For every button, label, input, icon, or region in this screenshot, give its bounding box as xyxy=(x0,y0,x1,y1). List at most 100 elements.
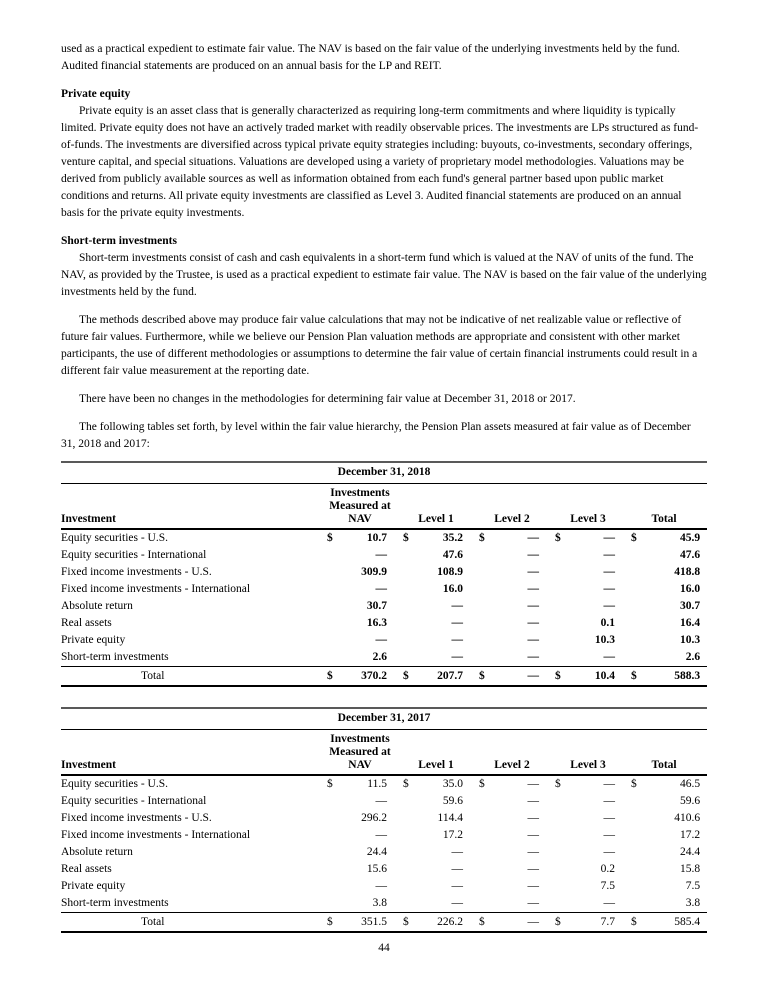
currency-symbol xyxy=(555,793,571,810)
level1-value: — xyxy=(419,895,479,913)
investment-label: Fixed income investments - U.S. xyxy=(61,812,212,824)
level3-value: — xyxy=(571,649,631,667)
column-header-nav: Investments Measured at NAV xyxy=(327,729,403,776)
currency-symbol: $ xyxy=(479,532,485,544)
nav-value: — xyxy=(375,634,388,646)
level2-value: — xyxy=(527,617,540,629)
currency-symbol xyxy=(555,581,571,598)
nav-value: 3.8 xyxy=(343,895,403,913)
currency-symbol xyxy=(555,632,571,649)
level2-value: — xyxy=(527,846,540,858)
currency-symbol: $ xyxy=(555,666,571,687)
total-value: 418.8 xyxy=(674,566,701,578)
table-row: Fixed income investments - International… xyxy=(61,827,707,844)
currency-symbol xyxy=(555,895,571,913)
total-label: Total xyxy=(61,666,327,687)
level3-value: — xyxy=(603,846,616,858)
currency-symbol xyxy=(479,810,495,827)
currency-symbol xyxy=(479,844,495,861)
table-row: Equity securities - International — 47.6… xyxy=(61,547,707,564)
currency-symbol: $ xyxy=(479,666,495,687)
currency-symbol xyxy=(631,581,647,598)
level3-value: — xyxy=(603,549,616,561)
paragraph: Short-term investments consist of cash a… xyxy=(61,252,707,298)
currency-symbol: $ xyxy=(327,778,333,790)
nav-value: 296.2 xyxy=(361,812,387,824)
section-heading-private-equity: Private equity xyxy=(61,88,131,100)
column-header-level2: Level 2 xyxy=(479,729,555,776)
paragraph: The methods described above may produce … xyxy=(61,314,698,377)
level3-value: — xyxy=(571,895,631,913)
currency-symbol: $ xyxy=(555,532,561,544)
currency-symbol xyxy=(403,895,419,913)
total-label: Total xyxy=(61,912,327,933)
nav-value: 15.6 xyxy=(366,863,387,875)
currency-symbol xyxy=(403,615,419,632)
total-value: 2.6 xyxy=(647,649,708,667)
currency-symbol: $ xyxy=(555,912,571,933)
level3-total: 7.7 xyxy=(571,912,631,933)
currency-symbol xyxy=(631,827,647,844)
table-row: Absolute return 30.7 — — — 30.7 xyxy=(61,598,707,615)
currency-symbol xyxy=(631,649,647,667)
column-header-level3: Level 3 xyxy=(555,729,631,776)
total-value: 30.7 xyxy=(679,600,701,612)
total-value: 16.0 xyxy=(679,583,701,595)
currency-symbol: $ xyxy=(631,778,637,790)
level1-value: — xyxy=(419,649,479,667)
currency-symbol xyxy=(479,827,495,844)
column-header-level3: Level 3 xyxy=(555,483,631,530)
currency-symbol xyxy=(631,564,647,581)
level3-value: — xyxy=(603,600,616,612)
nav-value: 10.7 xyxy=(366,532,387,544)
paragraph: There have been no changes in the method… xyxy=(79,393,576,405)
column-header-investment: Investment xyxy=(61,483,327,530)
level1-value: 17.2 xyxy=(442,829,463,841)
section-heading-short-term-investments: Short-term investments xyxy=(61,235,177,247)
table-row: Equity securities - International — 59.6… xyxy=(61,793,707,810)
currency-symbol xyxy=(403,632,419,649)
grand-total: 588.3 xyxy=(647,666,708,687)
table-row: Fixed income investments - International… xyxy=(61,581,707,598)
table-row: Real assets 16.3 — — 0.1 16.4 xyxy=(61,615,707,632)
level3-value: — xyxy=(603,532,616,544)
currency-symbol xyxy=(555,615,571,632)
nav-value: 30.7 xyxy=(366,600,387,612)
level1-value: — xyxy=(451,600,464,612)
currency-symbol: $ xyxy=(479,778,485,790)
currency-symbol xyxy=(555,598,571,615)
currency-symbol xyxy=(479,547,495,564)
currency-symbol xyxy=(327,632,343,649)
level1-value: 108.9 xyxy=(437,566,463,578)
investment-label: Real assets xyxy=(61,863,112,875)
table-header-row: Investment Investments Measured at NAV L… xyxy=(61,729,708,776)
table-row: Fixed income investments - U.S. 309.9 10… xyxy=(61,564,707,581)
table-row: Real assets 15.6 — — 0.2 15.8 xyxy=(61,861,707,878)
currency-symbol xyxy=(327,810,343,827)
currency-symbol xyxy=(403,547,419,564)
currency-symbol: $ xyxy=(403,532,409,544)
level1-value: — xyxy=(451,634,464,646)
currency-symbol xyxy=(631,632,647,649)
investment-label: Fixed income investments - International xyxy=(61,583,251,595)
level1-value: 35.0 xyxy=(442,778,463,790)
currency-symbol xyxy=(327,895,343,913)
column-header-nav: Investments Measured at NAV xyxy=(327,483,403,530)
currency-symbol xyxy=(403,861,419,878)
currency-symbol xyxy=(631,598,647,615)
table-row: Short-term investments 2.6 — — — 2.6 xyxy=(61,649,708,667)
grand-total: 585.4 xyxy=(647,912,708,933)
currency-symbol xyxy=(631,810,647,827)
currency-symbol xyxy=(403,844,419,861)
total-value: 7.5 xyxy=(685,880,701,892)
level1-value: — xyxy=(451,846,464,858)
nav-value: 11.5 xyxy=(367,778,387,790)
currency-symbol xyxy=(555,547,571,564)
level3-total: 10.4 xyxy=(571,666,631,687)
currency-symbol: $ xyxy=(479,912,495,933)
column-header-total: Total xyxy=(631,483,708,530)
table-row: Absolute return 24.4 — — — 24.4 xyxy=(61,844,707,861)
currency-symbol xyxy=(479,598,495,615)
nav-value: 2.6 xyxy=(343,649,403,667)
